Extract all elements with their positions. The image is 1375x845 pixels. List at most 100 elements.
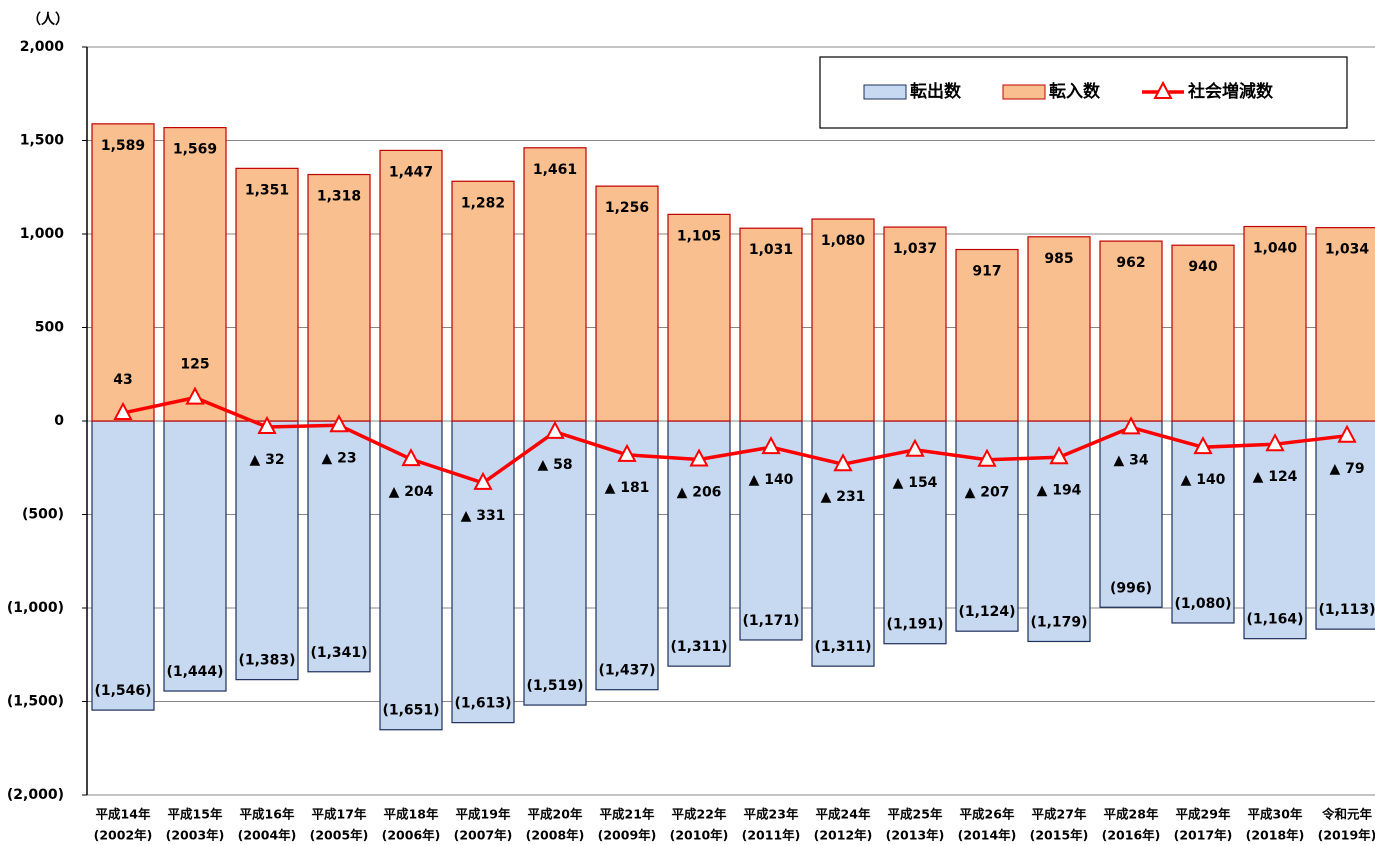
x-tick-label: 平成26年 <box>960 807 1015 822</box>
y-tick-label: (1,000) <box>7 600 64 616</box>
legend-swatch <box>1002 84 1046 100</box>
line-value-label: ▲ 154 <box>893 475 938 491</box>
line-value-label: 43 <box>113 372 132 388</box>
line-marker <box>1049 446 1069 465</box>
bar-value-label: (1,341) <box>310 645 367 661</box>
bar-value-label: 985 <box>1044 251 1073 267</box>
line-marker <box>689 448 709 467</box>
legend-label: 社会増減数 <box>1187 81 1274 102</box>
bar-value-label: 1,351 <box>245 182 289 198</box>
x-tick-label: 平成25年 <box>888 807 943 822</box>
x-tick-label: (2002年) <box>94 828 153 843</box>
x-tick-label: (2016年) <box>1102 828 1161 843</box>
bar-value-label: (1,191) <box>886 617 943 633</box>
bar-value-label: (1,519) <box>526 678 583 694</box>
bar <box>955 248 1019 422</box>
x-tick-label: 令和元年 <box>1321 807 1373 822</box>
bar-value-label: (1,311) <box>670 639 727 655</box>
bar <box>1171 420 1235 624</box>
legend-box <box>819 56 1348 129</box>
line-value-label: ▲ 194 <box>1037 482 1082 498</box>
line-value-label: 125 <box>180 357 209 373</box>
line-marker <box>617 443 637 462</box>
line-value-label: ▲ 140 <box>1181 472 1226 488</box>
x-tick-label: (2014年) <box>958 828 1017 843</box>
bar-value-label: (1,651) <box>382 703 439 719</box>
bar <box>1171 244 1235 422</box>
line-marker <box>1337 424 1357 443</box>
bar <box>307 420 371 673</box>
x-tick-label: 平成21年 <box>600 807 655 822</box>
bar <box>1243 225 1307 422</box>
bar-value-label: 1,105 <box>677 228 721 244</box>
line-marker <box>401 448 421 467</box>
bar-value-label: (996) <box>1110 580 1152 596</box>
bar-value-label: 1,282 <box>461 195 505 211</box>
grid <box>87 46 1375 796</box>
bar <box>739 420 803 641</box>
bar <box>379 149 443 422</box>
bar-value-label: 1,040 <box>1253 241 1298 257</box>
line-marker <box>1265 433 1285 452</box>
line-value-label: ▲ 79 <box>1329 461 1364 477</box>
x-tick-label: (2013年) <box>886 828 945 843</box>
bar-value-label: (1,613) <box>454 696 511 712</box>
x-tick-label: 平成30年 <box>1248 807 1303 822</box>
line-value-label: ▲ 207 <box>965 485 1010 501</box>
bar <box>307 173 371 422</box>
bar-value-label: 1,318 <box>317 189 361 205</box>
bar-value-label: (1,444) <box>166 664 223 680</box>
line-value-label: ▲ 206 <box>677 485 722 501</box>
line-marker <box>185 386 205 405</box>
bar <box>1099 420 1163 608</box>
y-tick-label: 1,500 <box>20 133 65 149</box>
bar-value-label: 1,589 <box>101 138 145 154</box>
x-tick-label: 平成28年 <box>1104 807 1159 822</box>
x-tick-label: (2017年) <box>1174 828 1233 843</box>
x-tick-label: 平成15年 <box>168 807 223 822</box>
x-tick-label: (2006年) <box>382 828 441 843</box>
line <box>122 395 1348 485</box>
x-tick-label: 平成14年 <box>96 807 151 822</box>
bar-value-label: 1,031 <box>749 242 793 258</box>
bar <box>811 218 875 422</box>
bar <box>379 420 443 731</box>
x-tick-label: 平成22年 <box>672 807 727 822</box>
line-value-label: ▲ 32 <box>249 452 284 468</box>
line-marker <box>545 420 565 439</box>
bar-value-label: 1,461 <box>533 162 577 178</box>
bar <box>595 185 659 422</box>
legend-marker <box>1153 80 1173 99</box>
x-tick-label: (2010年) <box>670 828 729 843</box>
bar-value-label: (1,437) <box>598 663 655 679</box>
line-value-label: ▲ 23 <box>321 450 356 466</box>
line-value-label: ▲ 140 <box>749 472 794 488</box>
line-marker <box>1121 416 1141 435</box>
x-tick-label: (2015年) <box>1030 828 1089 843</box>
x-tick-label: (2011年) <box>742 828 801 843</box>
bar <box>667 213 731 422</box>
line-value-label: ▲ 181 <box>605 480 650 496</box>
bar <box>883 420 947 645</box>
bar <box>1027 236 1091 422</box>
bar <box>523 147 587 422</box>
bar <box>739 227 803 422</box>
line-marker <box>473 471 493 490</box>
legend-label: 転出数 <box>910 81 962 102</box>
bar-value-label: (1,179) <box>1030 614 1087 630</box>
bar-value-label: 962 <box>1116 255 1145 271</box>
line-marker <box>257 415 277 434</box>
x-tick-label: 平成17年 <box>312 807 367 822</box>
bar-value-label: 917 <box>972 264 1001 280</box>
bar-value-label: (1,164) <box>1246 612 1303 628</box>
y-unit-label: （人） <box>27 11 69 28</box>
bar-value-label: 940 <box>1188 259 1217 275</box>
bar <box>91 420 155 711</box>
x-tick-label: 平成16年 <box>240 807 295 822</box>
bar <box>1315 420 1375 630</box>
line-marker <box>761 436 781 455</box>
bar-value-label: (1,383) <box>238 653 295 669</box>
line-value-label: ▲ 124 <box>1253 469 1298 485</box>
x-tick-label: (2004年) <box>238 828 297 843</box>
